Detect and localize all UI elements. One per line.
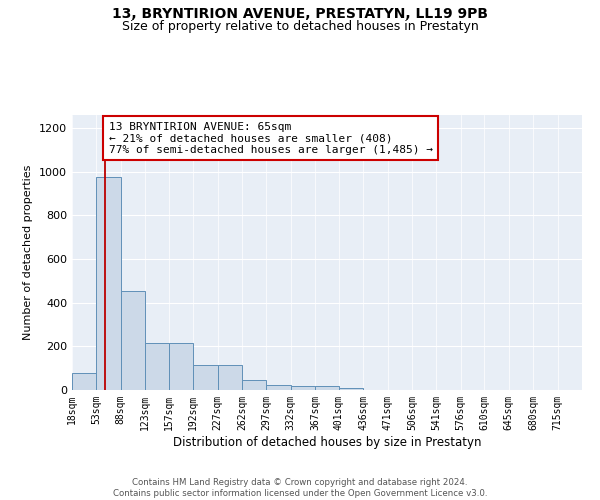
Y-axis label: Number of detached properties: Number of detached properties xyxy=(23,165,34,340)
Bar xyxy=(242,380,266,390)
Bar xyxy=(145,343,169,390)
Text: Contains HM Land Registry data © Crown copyright and database right 2024.
Contai: Contains HM Land Registry data © Crown c… xyxy=(113,478,487,498)
Bar xyxy=(315,386,339,390)
X-axis label: Distribution of detached houses by size in Prestatyn: Distribution of detached houses by size … xyxy=(173,436,481,448)
Bar xyxy=(218,365,242,390)
Text: Size of property relative to detached houses in Prestatyn: Size of property relative to detached ho… xyxy=(122,20,478,33)
Bar xyxy=(121,290,145,390)
Text: 13 BRYNTIRION AVENUE: 65sqm
← 21% of detached houses are smaller (408)
77% of se: 13 BRYNTIRION AVENUE: 65sqm ← 21% of det… xyxy=(109,122,433,154)
Bar xyxy=(169,343,193,390)
Bar xyxy=(291,386,315,390)
Bar xyxy=(72,372,97,390)
Bar xyxy=(339,388,363,390)
Bar xyxy=(266,384,291,390)
Text: 13, BRYNTIRION AVENUE, PRESTATYN, LL19 9PB: 13, BRYNTIRION AVENUE, PRESTATYN, LL19 9… xyxy=(112,8,488,22)
Bar xyxy=(97,177,121,390)
Bar xyxy=(193,365,218,390)
